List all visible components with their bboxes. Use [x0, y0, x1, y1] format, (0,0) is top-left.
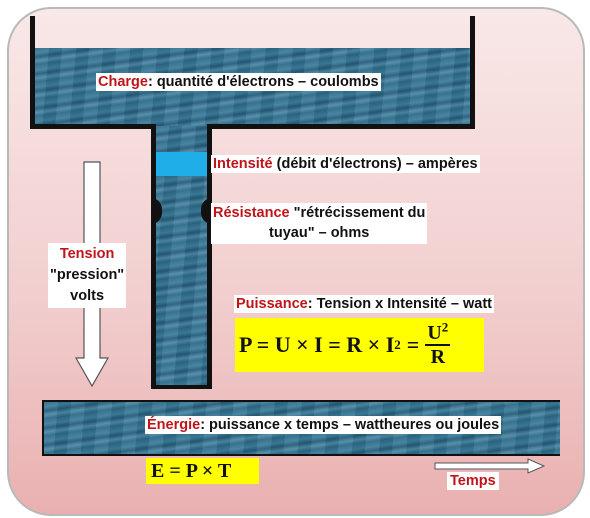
tension-line2: "pression": [50, 267, 125, 283]
tank-floor-right: [207, 124, 475, 129]
charge-text: : quantité d'électrons – coulombs: [147, 74, 379, 90]
pipe-wall-left: [151, 124, 156, 389]
energy-formula: E = P × T: [146, 458, 259, 484]
tension-key: Tension: [59, 246, 115, 262]
tank-wall-left: [30, 16, 35, 129]
temps-key: Temps: [450, 473, 496, 489]
tank-water: [35, 48, 472, 126]
numerator-exp: 2: [441, 319, 449, 335]
energie-key: Énergie: [147, 417, 201, 433]
tension-label: Tension "pression" volts: [48, 243, 127, 308]
puissance-text: : Tension x Intensité – watt: [307, 296, 492, 312]
energie-label: Énergie: puissance x temps – wattheures …: [145, 416, 502, 434]
temps-arrow-icon: [434, 458, 546, 474]
energy-formula-text: E = P × T: [151, 459, 232, 482]
power-formula-fraction: U2 R: [425, 319, 451, 368]
power-formula-eq: =: [406, 332, 420, 357]
resistance-bump-left: [151, 198, 162, 224]
charge-key: Charge: [98, 74, 148, 90]
numerator-symbol: U: [427, 322, 442, 344]
charge-label: Charge: quantité d'électrons – coulombs: [96, 73, 381, 91]
intensite-label: Intensité (débit d'électrons) – ampères: [211, 155, 480, 173]
resistance-key: Résistance: [213, 205, 290, 221]
resistance-label: Résistance "rétrécissement du tuyau" – o…: [211, 203, 428, 244]
puissance-key: Puissance: [236, 296, 308, 312]
resistance-bump-right: [201, 198, 212, 224]
power-formula: P = U × I = R × I 2 = U2 R: [235, 318, 484, 372]
resistance-text-line2: tuyau" – ohms: [269, 225, 370, 241]
tank-wall-right: [470, 16, 475, 129]
power-formula-main: P = U × I = R × I: [239, 332, 395, 357]
intensite-text: (débit d'électrons) – ampères: [272, 156, 478, 172]
fraction-denominator: R: [430, 346, 446, 368]
resistance-text: "rétrécissement du: [289, 205, 426, 221]
energie-text: : puissance x temps – wattheures ou joul…: [200, 417, 500, 433]
intensite-key: Intensité: [213, 156, 273, 172]
pipe-wall-right: [207, 124, 212, 389]
temps-label: Temps: [447, 472, 499, 490]
pipe-bottom: [151, 385, 212, 389]
flow-band: [155, 152, 207, 176]
tank-floor-left: [30, 124, 155, 129]
tension-line3: volts: [70, 288, 105, 304]
puissance-label: Puissance: Tension x Intensité – watt: [234, 295, 494, 313]
fraction-numerator: U2: [425, 319, 451, 346]
